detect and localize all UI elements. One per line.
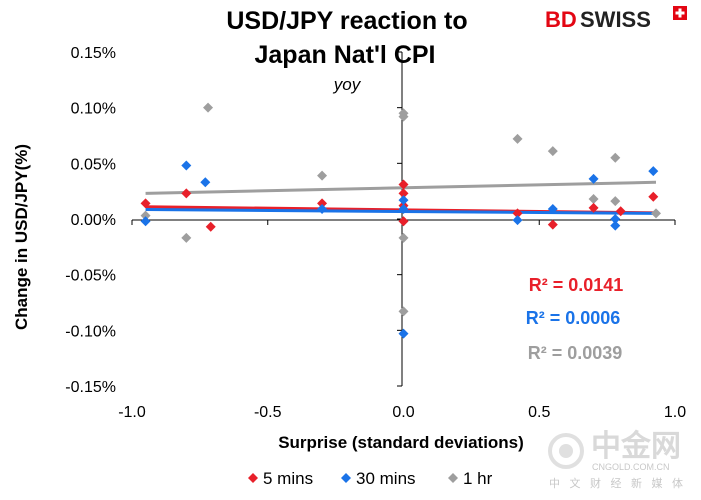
y-tick-label: -0.05% <box>65 268 116 285</box>
y-tick-label: 0.05% <box>71 156 116 173</box>
point-one-hr <box>140 210 151 221</box>
x-axis-label: Surprise (standard deviations) <box>278 433 524 452</box>
point-one-hr <box>610 196 621 207</box>
y-tick-label: 0.10% <box>71 101 116 118</box>
y-tick-label: -0.10% <box>65 323 116 340</box>
y-tick-label: 0.15% <box>71 45 116 62</box>
point-five-mins <box>205 221 216 232</box>
point-five-mins <box>512 208 523 219</box>
point-five-mins <box>615 206 626 217</box>
legend-label-1-hr: 1 hr <box>463 469 493 488</box>
bdswiss-logo: BD SWISS <box>545 6 687 32</box>
point-five-mins <box>317 198 328 209</box>
point-one-hr <box>398 232 409 243</box>
legend-marker-1-hr <box>448 473 458 483</box>
r2-1-hr: R² = 0.0039 <box>528 343 623 363</box>
point-one-hr <box>610 152 621 163</box>
point-five-mins <box>140 198 151 209</box>
point-thirty-mins <box>610 220 621 231</box>
point-thirty-mins <box>588 173 599 184</box>
chart-subtitle: yoy <box>333 75 362 94</box>
y-tick-label: 0.00% <box>71 212 116 229</box>
point-five-mins <box>547 219 558 230</box>
point-thirty-mins <box>610 214 621 224</box>
point-thirty-mins <box>398 195 409 206</box>
legend: 5 mins 30 mins 1 hr <box>248 469 493 488</box>
point-five-mins <box>398 188 409 199</box>
point-five-mins <box>181 188 192 199</box>
point-thirty-mins <box>317 203 328 214</box>
watermark-tagline: 中 文 财 经 新 媒 体 <box>549 476 686 490</box>
x-tick-label: 0.0 <box>392 404 414 421</box>
point-one-hr <box>512 133 523 144</box>
y-tick-label: -0.15% <box>65 379 116 396</box>
y-axis-ticks: 0.15% 0.10% 0.05% 0.00% -0.05% -0.10% -0.15% <box>65 45 402 396</box>
legend-marker-30-mins <box>341 473 351 483</box>
point-thirty-mins <box>200 177 211 188</box>
r2-5-mins: R² = 0.0141 <box>529 275 624 295</box>
point-one-hr <box>650 208 661 219</box>
point-thirty-mins <box>648 166 659 177</box>
data-points <box>140 102 661 339</box>
point-five-mins <box>588 202 599 213</box>
legend-marker-5-mins <box>248 473 258 483</box>
r2-30-mins: R² = 0.0006 <box>526 308 621 328</box>
point-thirty-mins <box>547 203 558 214</box>
point-thirty-mins <box>398 328 409 339</box>
legend-label-30-mins: 30 mins <box>356 469 416 488</box>
trendline-one-hr <box>145 180 657 195</box>
point-one-hr <box>181 232 192 243</box>
x-tick-label: -0.5 <box>254 404 282 421</box>
y-axis-label: Change in USD/JPY(%) <box>12 144 31 330</box>
chart-title-line2: Japan Nat'l CPI <box>255 41 436 69</box>
brand-bd: BD <box>545 7 577 32</box>
cngold-logo-icon <box>548 433 584 469</box>
brand-swiss: SWISS <box>580 7 651 32</box>
watermark-site: CNGOLD.COM.CN <box>592 462 670 472</box>
swiss-cross-icon <box>673 6 687 20</box>
x-tick-label: -1.0 <box>118 404 146 421</box>
point-one-hr <box>547 146 558 157</box>
point-one-hr <box>398 111 409 122</box>
point-one-hr <box>203 102 214 113</box>
point-thirty-mins <box>140 216 151 227</box>
point-one-hr <box>398 306 409 317</box>
point-thirty-mins <box>398 203 409 214</box>
point-one-hr <box>588 193 599 204</box>
point-five-mins <box>398 179 409 190</box>
x-tick-label: 1.0 <box>664 404 686 421</box>
legend-label-5-mins: 5 mins <box>263 469 313 488</box>
point-one-hr <box>317 170 328 181</box>
point-five-mins <box>398 216 409 227</box>
cngold-watermark: 中金网 CNGOLD.COM.CN 中 文 财 经 新 媒 体 <box>548 429 686 490</box>
point-thirty-mins <box>512 215 523 226</box>
watermark-name: 中金网 <box>591 429 681 464</box>
point-five-mins <box>648 191 659 202</box>
trendline-thirty-mins <box>145 208 657 215</box>
x-tick-label: 0.5 <box>528 404 550 421</box>
chart-title-line1: USD/JPY reaction to <box>226 7 467 35</box>
point-thirty-mins <box>181 160 192 171</box>
x-axis-ticks: -1.0 -0.5 0.0 0.5 1.0 <box>118 220 686 421</box>
